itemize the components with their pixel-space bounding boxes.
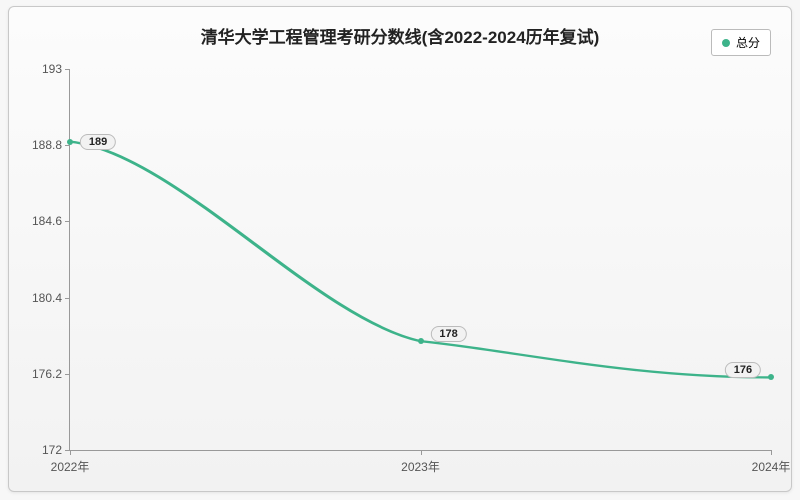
legend-swatch <box>722 39 730 47</box>
y-tick-label: 180.4 <box>32 291 62 305</box>
chart-panel: 清华大学工程管理考研分数线(含2022-2024历年复试) 总分 172176.… <box>8 6 792 492</box>
y-tick-mark <box>65 145 70 146</box>
x-tick-label: 2024年 <box>752 458 791 475</box>
y-tick-label: 193 <box>42 62 62 76</box>
y-tick-label: 172 <box>42 443 62 457</box>
data-point-label: 178 <box>430 326 466 342</box>
y-tick-mark <box>65 69 70 70</box>
x-tick-mark <box>421 450 422 455</box>
y-tick-label: 188.8 <box>32 138 62 152</box>
legend-label: 总分 <box>736 34 760 51</box>
chart-title: 清华大学工程管理考研分数线(含2022-2024历年复试) <box>9 23 791 48</box>
y-tick-mark <box>65 298 70 299</box>
y-tick-label: 176.2 <box>32 367 62 381</box>
plot-area: 172176.2180.4184.6188.81932022年2023年2024… <box>69 69 771 451</box>
data-point-label: 189 <box>80 134 116 150</box>
legend: 总分 <box>711 29 771 56</box>
line-svg <box>70 69 771 450</box>
data-point-marker <box>67 139 73 145</box>
x-tick-mark <box>70 450 71 455</box>
y-tick-mark <box>65 221 70 222</box>
data-point-marker <box>418 338 424 344</box>
data-point-marker <box>768 374 774 380</box>
x-tick-mark <box>771 450 772 455</box>
x-tick-label: 2022年 <box>51 458 90 475</box>
data-point-label: 176 <box>725 362 761 378</box>
y-tick-mark <box>65 374 70 375</box>
x-tick-label: 2023年 <box>401 458 440 475</box>
y-tick-label: 184.6 <box>32 214 62 228</box>
